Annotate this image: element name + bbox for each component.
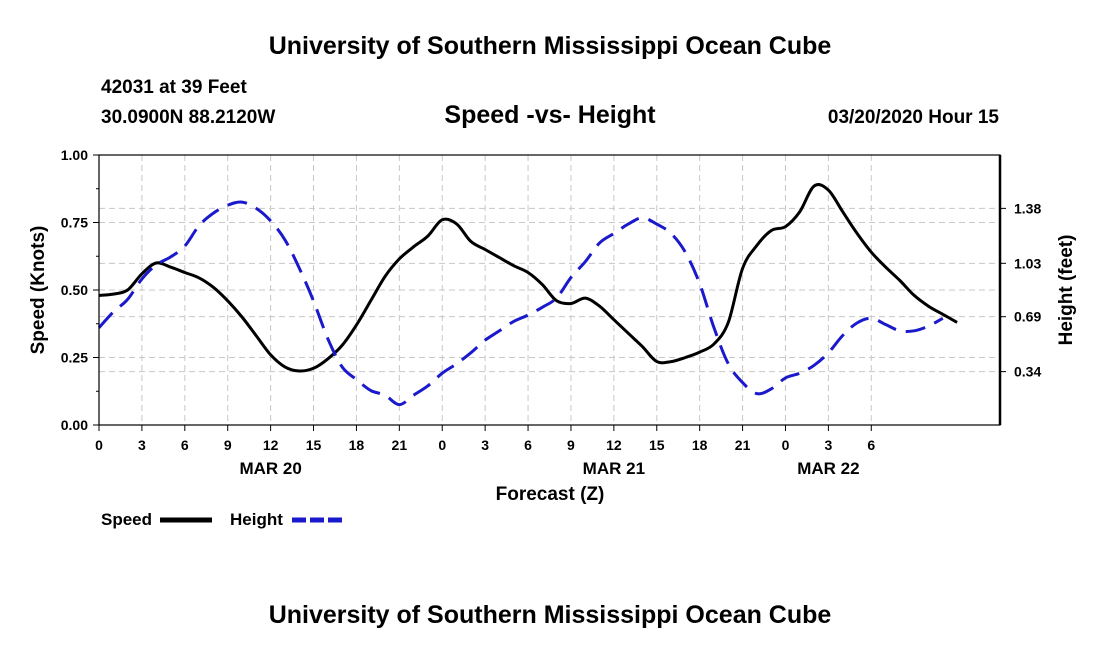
- legend-label-speed: Speed: [101, 510, 152, 529]
- x-tick-label: 6: [524, 437, 532, 453]
- legend: Speed Height: [101, 510, 344, 529]
- y2-tick-label: 1.38: [1014, 200, 1041, 216]
- x-tick-label: 15: [306, 437, 322, 453]
- chart-title: Speed -vs- Height: [444, 101, 656, 129]
- page-title: University of Southern Mississippi Ocean…: [268, 32, 832, 60]
- date-label: MAR 21: [583, 459, 645, 478]
- y-tick-label: 0.25: [61, 350, 88, 366]
- y2-axis-label: Height (feet): [1056, 235, 1077, 346]
- series-line-height: [97, 200, 944, 407]
- x-tick-label: 0: [438, 437, 446, 453]
- x-tick-label: 3: [481, 437, 489, 453]
- x-tick-label: 6: [867, 437, 875, 453]
- x-tick-label: 3: [138, 437, 146, 453]
- x-tick-label: 15: [649, 437, 665, 453]
- footer-title: University of Southern Mississippi Ocean…: [268, 601, 832, 629]
- y2-tick-label: 0.69: [1014, 309, 1041, 325]
- x-axis-label: Forecast (Z): [496, 484, 605, 505]
- x-tick-label: 9: [224, 437, 232, 453]
- y2-tick-label: 1.03: [1014, 255, 1041, 271]
- x-tick-label: 21: [392, 437, 408, 453]
- x-tick-label: 9: [567, 437, 575, 453]
- date-label: MAR 22: [797, 459, 859, 478]
- x-axis-ticks: 0 3 6 9 12 15 18 21 0 3 6 9 12 15 18 21 0 3 6 MAR 20 MAR 21 M…: [95, 425, 875, 478]
- y-tick-label: 0.50: [61, 282, 88, 298]
- datetime-label: 03/20/2020 Hour 15: [827, 107, 999, 128]
- x-tick-label: 0: [782, 437, 790, 453]
- series-lines: [97, 183, 958, 407]
- coordinates-label: 30.0900N 88.2120W: [101, 107, 276, 128]
- series-line-speed: [98, 183, 958, 373]
- y2-axis-ticks: 0.34 0.69 1.03 1.38: [1000, 200, 1041, 380]
- x-tick-label: 12: [263, 437, 279, 453]
- y-tick-label: 0.00: [61, 417, 88, 433]
- legend-label-height: Height: [230, 510, 283, 529]
- x-tick-label: 12: [606, 437, 622, 453]
- date-label: MAR 20: [239, 459, 301, 478]
- x-tick-label: 18: [349, 437, 365, 453]
- x-tick-label: 0: [95, 437, 103, 453]
- y-axis-ticks: 0.00 0.25 0.50 0.75 1.00: [61, 147, 99, 433]
- station-label: 42031 at 39 Feet: [101, 77, 247, 98]
- x-tick-label: 18: [692, 437, 708, 453]
- grid-lines: [99, 155, 1000, 425]
- y-tick-label: 1.00: [61, 147, 88, 163]
- y2-tick-label: 0.34: [1014, 364, 1041, 380]
- x-tick-label: 3: [824, 437, 832, 453]
- x-tick-label: 6: [181, 437, 189, 453]
- x-tick-label: 21: [735, 437, 751, 453]
- y-tick-label: 0.75: [61, 215, 88, 231]
- y-axis-label: Speed (Knots): [28, 226, 49, 355]
